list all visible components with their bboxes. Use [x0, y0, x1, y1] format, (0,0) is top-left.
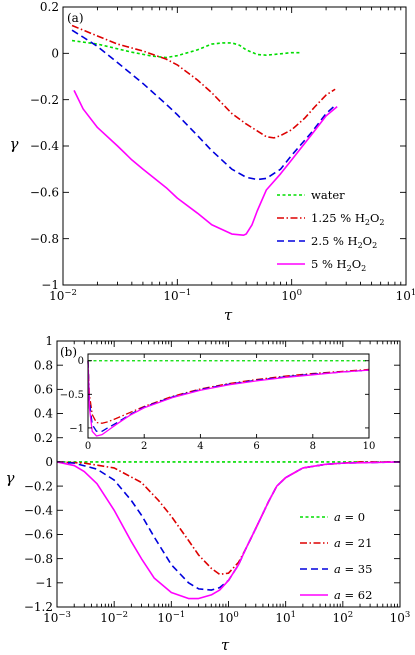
panel-b-series-1 [56, 461, 400, 576]
panel-b-label: (b) [60, 345, 77, 359]
panel-b-ylabel: γ [6, 469, 15, 487]
inset-xtick-label-4: 8 [310, 441, 316, 452]
panel-a-xtick-label-0: 10−2 [49, 288, 77, 303]
inset-xtick-label-0: 0 [85, 441, 91, 452]
panel-a-series-3 [73, 90, 338, 236]
panel-b-frame [56, 340, 401, 608]
panel-a-frame [62, 6, 407, 286]
panel-b-ytick-label-2: −0.8 [24, 552, 53, 566]
inset-xtick-label-3: 6 [253, 441, 259, 452]
panel-b-legend-label-1: a = 21 [334, 536, 372, 550]
panel-b-ytick-label-9: 0.6 [34, 383, 53, 397]
inset-curves [87, 360, 370, 437]
panel-a-label: (a) [67, 11, 84, 25]
panel-b-legend-label-0: a = 0 [334, 510, 365, 524]
panel-b-ytick-label-11: 1 [45, 334, 53, 348]
panel-b-xtick-label-2: 10−1 [157, 610, 185, 625]
panel-a-legend-label-1: 1.25 % H2O2 [311, 211, 385, 227]
inset-ytick-label-0: −1 [69, 423, 84, 434]
panel-a-ytick-label-2: −0.6 [30, 186, 59, 200]
inset-series-3 [87, 360, 370, 437]
panel-a-ytick-label-6: 0.2 [40, 0, 59, 14]
panel-b-inset: 0 2 4 6 8 10 −1 −0.5 0 [60, 353, 376, 452]
inset-ytick-label-2: 0 [78, 356, 84, 367]
panel-a-ytick-label-4: −0.2 [30, 93, 59, 107]
inset-xtick-label-5: 10 [363, 441, 376, 452]
panel-a-series-0 [71, 39, 301, 59]
panel-b-ytick-label-3: −0.6 [24, 528, 53, 542]
panel-a-ytick-label-5: 0 [51, 47, 59, 61]
panel-b-ytick-label-7: 0.2 [34, 431, 53, 445]
panel-b-ytick-label-4: −0.4 [24, 503, 54, 517]
panel-a-curves [71, 24, 338, 236]
panel-b-legend: a = 0 a = 21 a = 35 a = 62 [300, 510, 372, 602]
panel-b-legend-label-2: a = 35 [334, 562, 372, 576]
panel-b-ytick-label-6: 0 [45, 455, 53, 469]
inset-xtick-label-2: 4 [197, 441, 203, 452]
inset-ytick-label-1: −0.5 [60, 390, 84, 401]
inset-ticks: 0 2 4 6 8 10 −1 −0.5 0 [60, 354, 376, 452]
inset-xtick-label-1: 2 [141, 441, 147, 452]
panel-b-ytick-label-1: −1 [35, 576, 53, 590]
panel-a: 10−2 10−1 100 101 −1 −0.8 −0.6 −0.4 −0.2 0 0.2 (a)… [10, 0, 415, 324]
panel-b-series-3 [56, 461, 401, 600]
panel-b-ytick-label-8: 0.4 [34, 407, 53, 421]
panel-b-xtick-label-5: 102 [332, 610, 353, 625]
panel-a-xtick-label-1: 10−1 [163, 288, 191, 303]
panel-a-legend: water 1.25 % H2O2 2.5 % H2O2 5 % H2O2 [277, 188, 385, 273]
panel-b-ytick-label-10: 0.8 [34, 358, 53, 372]
panel-b-xtick-label-3: 100 [218, 610, 239, 625]
inset-frame [87, 353, 370, 439]
panel-b-ytick-label-5: −0.2 [24, 479, 53, 493]
panel-a-legend-label-2: 2.5 % H2O2 [311, 234, 377, 250]
panel-b-legend-label-3: a = 62 [334, 588, 372, 602]
panel-a-xtick-label-3: 101 [396, 288, 415, 303]
panel-b-ticks: 10−3 10−2 10−1 100 101 102 103−1.2−1−0.8−0.6−0… [24, 334, 410, 625]
panel-a-legend-label-0: water [311, 188, 345, 202]
panel-a-series-2 [71, 29, 336, 181]
panel-a-ytick-label-1: −0.8 [30, 232, 59, 246]
panel-b-xtick-label-6: 103 [390, 610, 411, 625]
panel-a-xtick-label-2: 100 [281, 288, 302, 303]
panel-a-series-1 [71, 24, 336, 139]
panel-b-xtick-label-4: 101 [275, 610, 296, 625]
panel-b-xlabel: τ [221, 636, 230, 654]
panel-a-ytick-label-0: −1 [41, 278, 59, 292]
panel-a-legend-label-3: 5 % H2O2 [311, 257, 366, 273]
panel-b-xtick-label-1: 10−2 [100, 610, 128, 625]
panel-b-curves [56, 461, 401, 600]
panel-b-ytick-label-0: −1.2 [24, 600, 53, 614]
panel-a-ylabel: γ [10, 135, 19, 153]
panel-a-xlabel: τ [224, 306, 233, 324]
panel-a-ytick-label-3: −0.4 [30, 139, 60, 153]
panel-b: 10−3 10−2 10−1 100 101 102 103−1.2−1−0.8−0.6−0… [6, 334, 411, 654]
inset-background [88, 354, 369, 438]
panel-b-xtick-label-0: 10−3 [43, 610, 71, 625]
